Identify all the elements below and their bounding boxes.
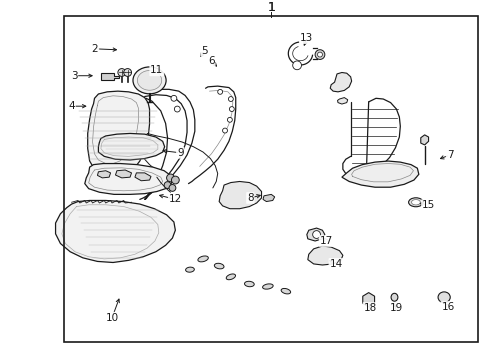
Text: 14: 14 <box>329 259 342 269</box>
Bar <box>64 16 477 342</box>
Text: 11: 11 <box>150 66 163 75</box>
Polygon shape <box>135 173 151 181</box>
Circle shape <box>217 89 222 94</box>
Polygon shape <box>420 135 427 145</box>
Text: 16: 16 <box>441 302 454 312</box>
Circle shape <box>166 174 174 182</box>
Polygon shape <box>341 161 418 187</box>
Text: 19: 19 <box>389 303 402 313</box>
Text: 13: 13 <box>300 33 313 43</box>
Text: 8: 8 <box>246 193 253 203</box>
Polygon shape <box>263 194 274 202</box>
Circle shape <box>292 61 301 70</box>
Ellipse shape <box>262 284 273 289</box>
Circle shape <box>222 128 227 133</box>
Ellipse shape <box>198 256 208 262</box>
Circle shape <box>227 117 232 122</box>
Polygon shape <box>115 170 131 178</box>
Ellipse shape <box>281 288 290 294</box>
Text: 2: 2 <box>92 44 98 54</box>
Text: 7: 7 <box>446 150 452 160</box>
Text: 9: 9 <box>177 148 183 158</box>
Text: 1: 1 <box>267 1 275 14</box>
Text: 4: 4 <box>68 101 75 111</box>
Text: 12: 12 <box>168 194 182 204</box>
Polygon shape <box>84 163 172 194</box>
Circle shape <box>164 182 171 189</box>
Polygon shape <box>307 246 342 265</box>
Circle shape <box>123 69 131 76</box>
Ellipse shape <box>133 67 166 94</box>
Text: 15: 15 <box>421 200 434 210</box>
Circle shape <box>174 106 180 112</box>
Ellipse shape <box>437 292 449 303</box>
Polygon shape <box>362 293 374 307</box>
Circle shape <box>317 52 322 57</box>
Text: 5: 5 <box>201 46 207 56</box>
Circle shape <box>312 231 320 238</box>
Ellipse shape <box>214 263 224 269</box>
Polygon shape <box>56 201 175 262</box>
Text: 1: 1 <box>267 1 275 14</box>
Circle shape <box>171 176 179 184</box>
Polygon shape <box>97 171 110 178</box>
Ellipse shape <box>411 199 419 205</box>
Circle shape <box>228 96 233 102</box>
Polygon shape <box>101 73 119 80</box>
Ellipse shape <box>226 274 235 280</box>
Ellipse shape <box>408 198 422 207</box>
Polygon shape <box>329 72 351 92</box>
Ellipse shape <box>244 281 254 287</box>
Circle shape <box>169 185 176 191</box>
Polygon shape <box>98 134 164 160</box>
Polygon shape <box>337 98 347 104</box>
Text: 18: 18 <box>363 303 376 313</box>
Circle shape <box>229 107 234 112</box>
Circle shape <box>118 69 125 76</box>
Text: 3: 3 <box>71 71 77 81</box>
Ellipse shape <box>185 267 194 272</box>
Text: 17: 17 <box>319 236 332 246</box>
Text: 10: 10 <box>105 313 119 323</box>
Ellipse shape <box>390 293 397 301</box>
Polygon shape <box>87 91 149 177</box>
Polygon shape <box>306 228 324 241</box>
Polygon shape <box>219 181 261 209</box>
Text: 6: 6 <box>208 56 214 66</box>
Circle shape <box>171 95 177 101</box>
Ellipse shape <box>137 71 162 90</box>
Circle shape <box>314 50 324 59</box>
